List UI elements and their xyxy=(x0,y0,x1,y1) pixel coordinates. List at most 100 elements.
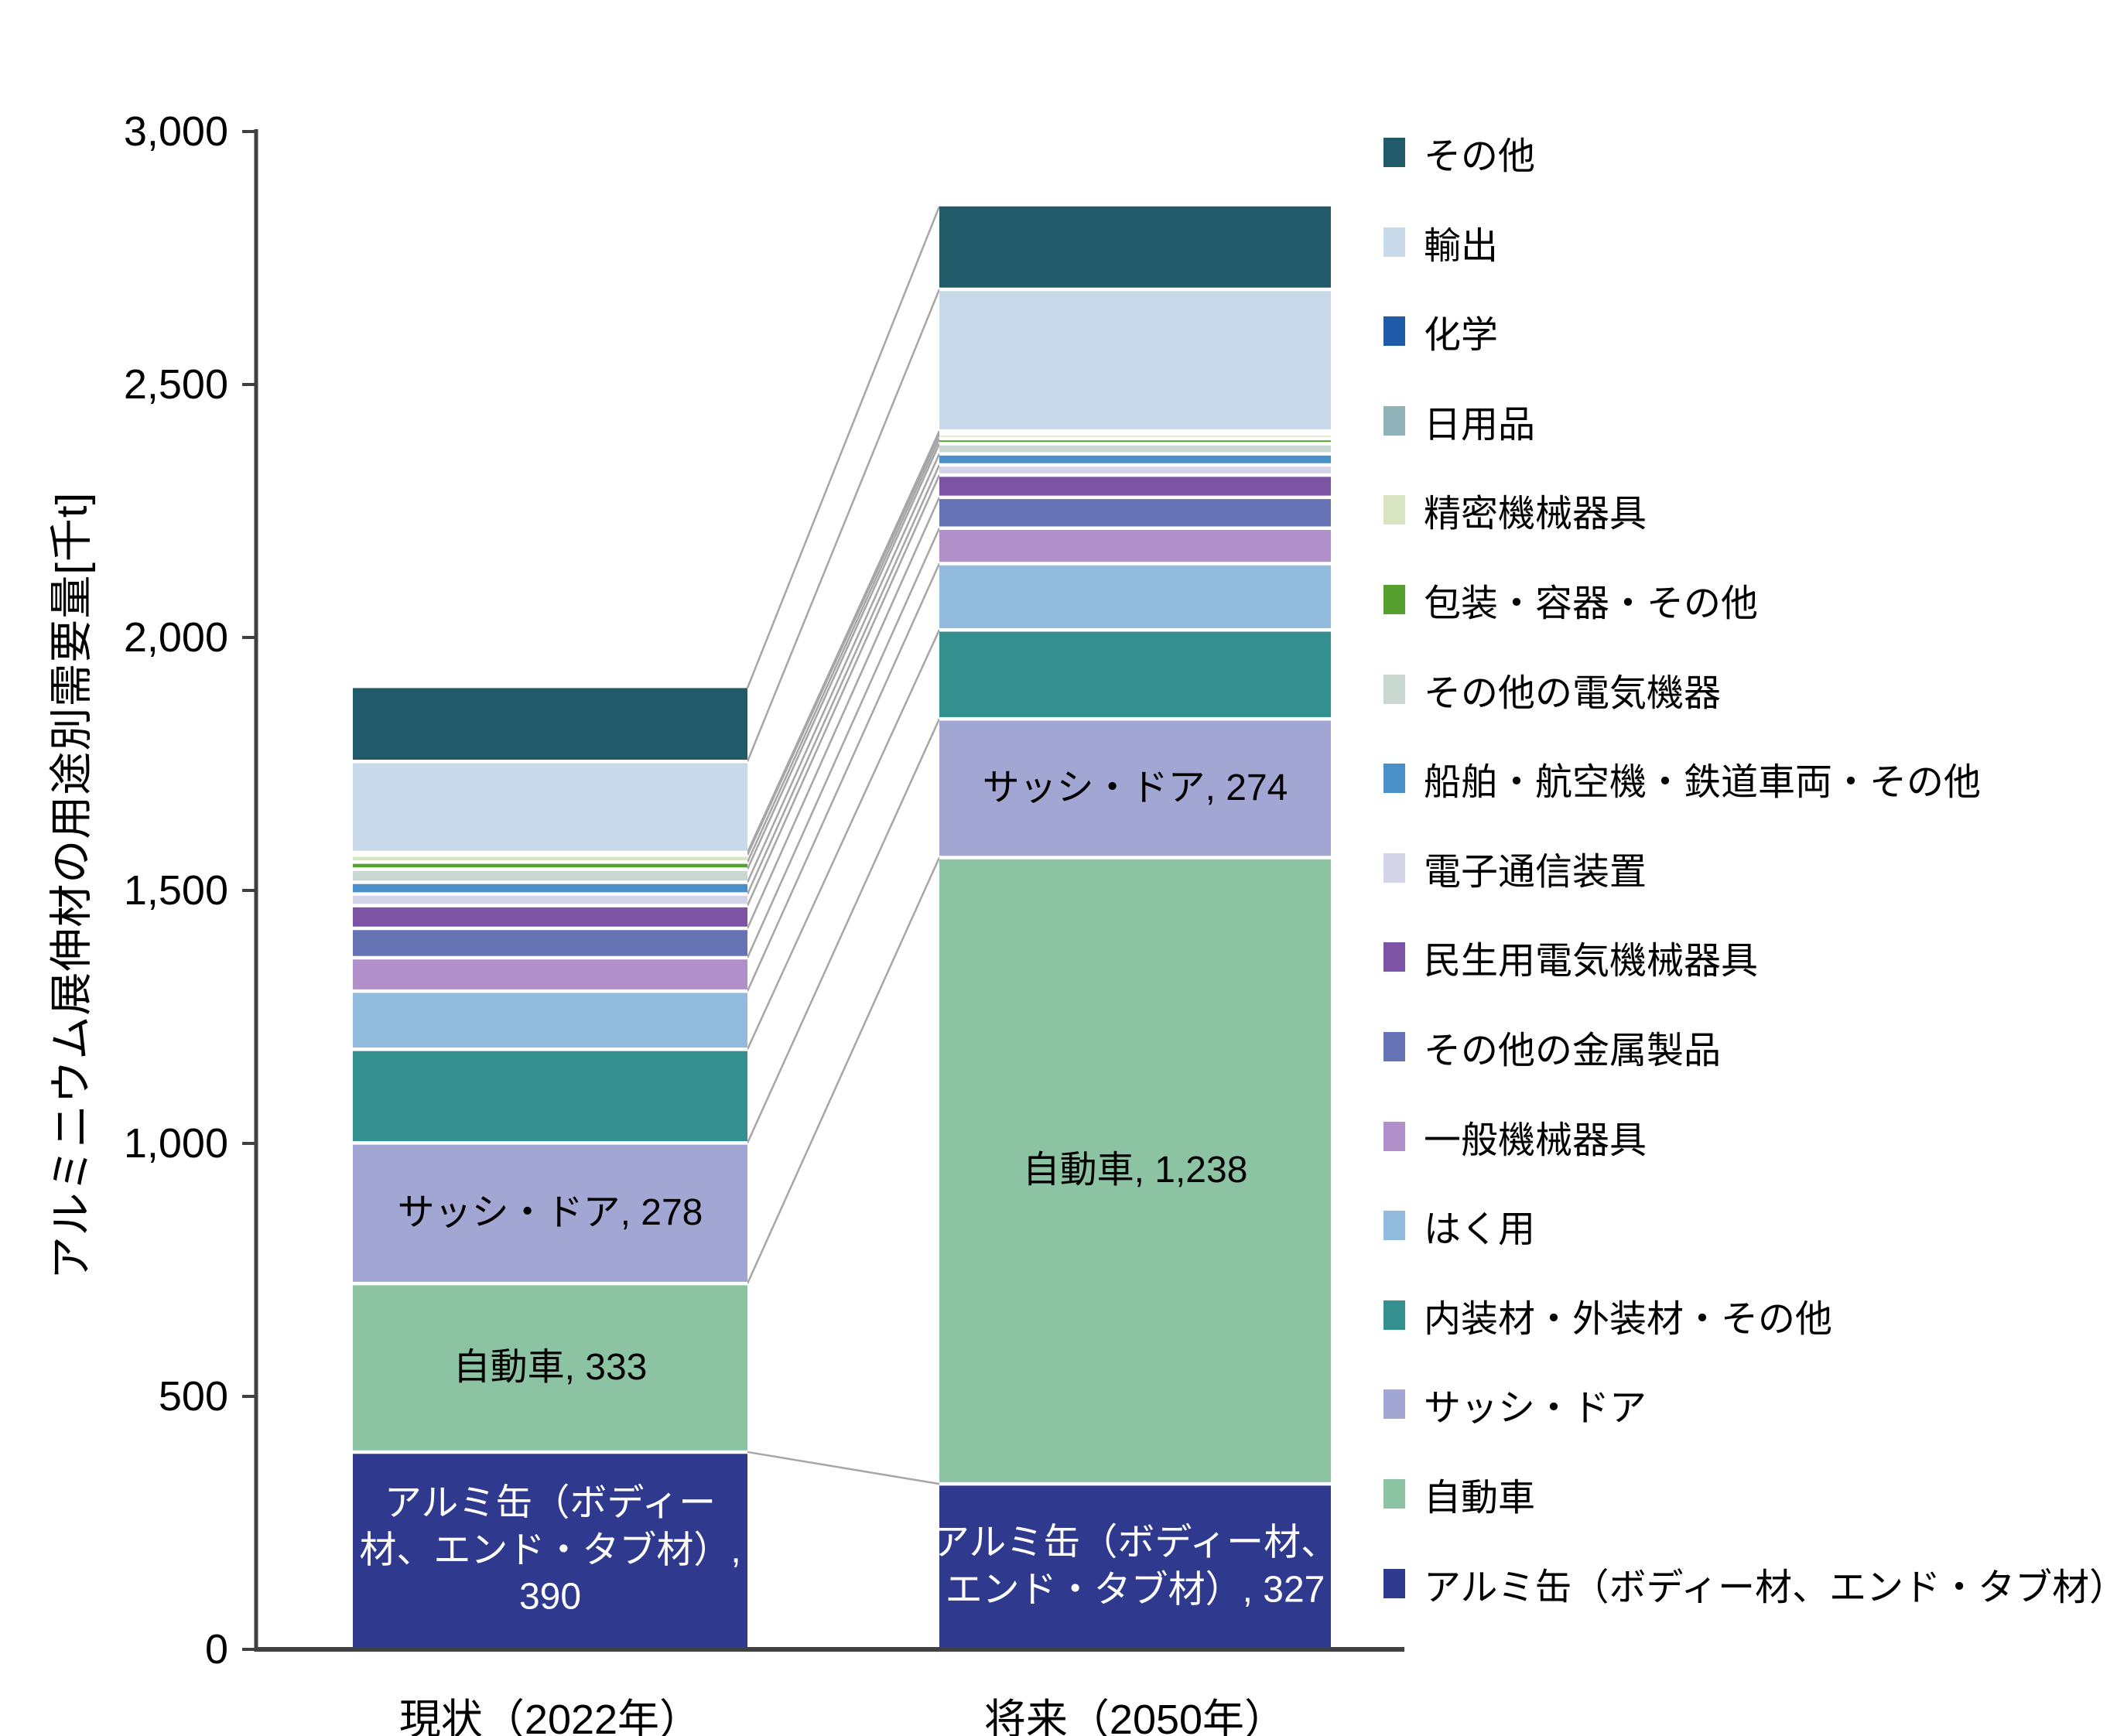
legend-swatch-icon xyxy=(1383,764,1405,794)
legend-swatch-icon xyxy=(1383,138,1405,167)
series-connector-line xyxy=(746,563,941,992)
legend-item: 包装・容器・その他 xyxy=(1383,555,1758,644)
legend-label: 輸出 xyxy=(1424,225,1499,267)
bar-data-label-line: アルミ缶（ボディー材、 xyxy=(932,1522,1339,1563)
bar-segment xyxy=(939,475,1331,497)
legend-swatch-icon xyxy=(1383,674,1405,704)
legend-swatch-icon xyxy=(1383,853,1405,883)
bar-data-label: アルミ缶（ボディー 材、エンド・タブ材）, 390 xyxy=(359,1481,740,1621)
legend-item: 輸出 xyxy=(1383,197,1498,287)
x-axis-category-label: 現状（2022年） xyxy=(398,1697,702,1736)
series-connector-line xyxy=(746,453,941,883)
legend-label: 包装・容器・その他 xyxy=(1424,583,1759,624)
bar-segment xyxy=(353,957,747,992)
legend-item: その他 xyxy=(1383,108,1535,197)
legend-label: アルミ缶（ボディー材、エンド・タブ材） xyxy=(1424,1567,2117,1608)
series-connector-line xyxy=(747,1451,940,1485)
legend-item: 内装材・外装材・その他 xyxy=(1383,1270,1832,1360)
legend-item: その他の金属製品 xyxy=(1383,1002,1721,1092)
legend-swatch-icon xyxy=(1383,1211,1405,1241)
legend-item: はく用 xyxy=(1383,1181,1535,1270)
legend-swatch-icon xyxy=(1383,1121,1405,1151)
y-axis-tick-label: 500 xyxy=(158,1373,228,1420)
series-connector-line xyxy=(746,438,941,863)
legend-label: 日用品 xyxy=(1424,404,1536,446)
bar-segment xyxy=(939,434,1331,439)
bar-segment xyxy=(939,464,1331,476)
legend-item: サッシ・ドア xyxy=(1383,1359,1647,1449)
bar-segment xyxy=(939,719,1331,858)
bar-segment xyxy=(939,528,1331,564)
x-axis-category-label: 将来（2050年） xyxy=(983,1697,1287,1736)
y-axis-tick-label: 1,000 xyxy=(123,1120,228,1167)
bar-data-label: サッシ・ドア, 274 xyxy=(983,765,1288,812)
bar-segment xyxy=(939,857,1331,1485)
bar-segment xyxy=(939,206,1331,290)
legend-label: その他の電気機器 xyxy=(1424,672,1722,714)
y-axis-tick-label: 2,000 xyxy=(123,614,228,661)
bar-data-label: 自動車, 1,238 xyxy=(1023,1147,1248,1194)
bar-data-label-line: 自動車, 1,238 xyxy=(1022,1150,1248,1191)
bar-segment xyxy=(353,991,747,1050)
legend-label: 一般機械器具 xyxy=(1424,1119,1647,1161)
series-connector-line xyxy=(746,430,941,853)
legend-item: アルミ缶（ボディー材、エンド・タブ材） xyxy=(1383,1539,2117,1628)
legend-label: 船舶・航空機・鉄道車両・その他 xyxy=(1424,762,1982,804)
bar-data-label: サッシ・ドア, 278 xyxy=(398,1190,703,1236)
series-connector-line xyxy=(746,206,941,689)
bar-data-label-line: エンド・タブ材）, 327 xyxy=(945,1569,1325,1611)
legend-label: サッシ・ドア xyxy=(1424,1388,1647,1430)
bar-data-label-line: サッシ・ドア, 274 xyxy=(982,767,1288,808)
series-connector-line xyxy=(746,856,941,1284)
bar-segment xyxy=(939,453,1331,465)
legend-item: 船舶・航空機・鉄道車両・その他 xyxy=(1383,733,1981,823)
bar-segment xyxy=(353,928,747,958)
legend-swatch-icon xyxy=(1383,585,1405,614)
legend-swatch-icon xyxy=(1383,1389,1405,1420)
bar-segment xyxy=(353,1283,747,1452)
bar-segment xyxy=(353,1451,747,1649)
bar-data-label-line: アルミ缶（ボディー xyxy=(384,1482,716,1524)
legend-swatch-icon xyxy=(1383,1032,1405,1061)
legend-swatch-icon xyxy=(1383,1300,1405,1330)
y-axis-tick-label: 3,000 xyxy=(123,108,228,155)
legend-item: 一般機械器具 xyxy=(1383,1092,1647,1181)
bar-segment xyxy=(353,882,747,894)
bar-data-label: 自動車, 333 xyxy=(453,1345,648,1391)
legend-swatch-icon xyxy=(1383,405,1405,436)
series-connector-line xyxy=(746,528,941,959)
legend-label: 精密機械器具 xyxy=(1424,494,1647,535)
legend-swatch-icon xyxy=(1383,316,1405,347)
series-connector-line xyxy=(746,443,941,870)
bar-segment xyxy=(353,1049,747,1143)
bar-data-label-line: 自動車, 333 xyxy=(453,1346,648,1388)
bar-segment xyxy=(353,761,747,853)
bar-data-label-line: 材、エンド・タブ材）, xyxy=(359,1529,741,1571)
legend-item: 電子通信装置 xyxy=(1383,823,1647,913)
legend-item: 自動車 xyxy=(1383,1449,1535,1539)
legend-label: 内装材・外装材・その他 xyxy=(1424,1298,1833,1340)
y-axis-tick-label: 0 xyxy=(204,1626,228,1673)
legend-item: 日用品 xyxy=(1383,376,1535,466)
legend-item: 化学 xyxy=(1383,286,1498,376)
bar-segment xyxy=(353,905,747,929)
series-connector-line xyxy=(746,718,941,1143)
bar-data-label-line: 390 xyxy=(518,1576,582,1618)
bar-data-label-line: サッシ・ドア, 278 xyxy=(397,1192,703,1234)
legend-swatch-icon xyxy=(1383,942,1405,972)
series-connector-line xyxy=(746,474,941,907)
series-connector-line xyxy=(746,289,941,762)
bar-data-label: アルミ缶（ボディー材、 エンド・タブ材）, 327 xyxy=(932,1520,1338,1614)
series-connector-line xyxy=(746,629,941,1050)
legend-swatch-icon xyxy=(1383,1479,1405,1509)
bar-segment xyxy=(353,894,747,906)
bar-segment xyxy=(939,438,1331,444)
series-connector-line xyxy=(746,464,941,895)
legend-item: その他の電気機器 xyxy=(1383,644,1721,734)
bar-segment xyxy=(939,1484,1331,1649)
legend-label: その他 xyxy=(1424,136,1536,177)
series-connector-line xyxy=(746,497,941,929)
legend-label: その他の金属製品 xyxy=(1424,1030,1722,1071)
